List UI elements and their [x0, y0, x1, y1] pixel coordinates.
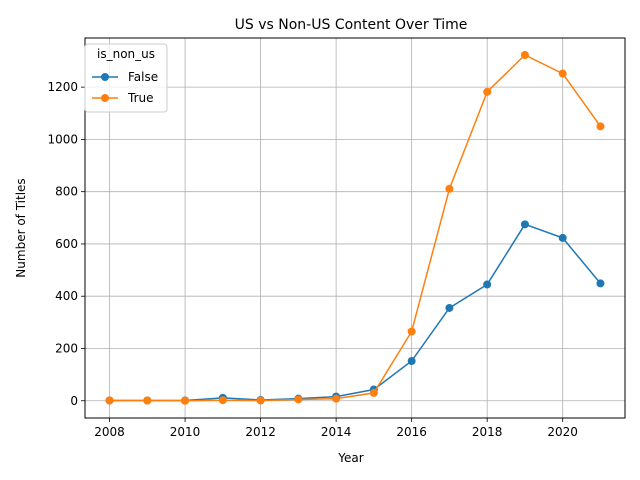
y-axis-label: Number of Titles	[14, 178, 28, 277]
y-tick-label: 400	[55, 289, 78, 303]
data-point-true	[332, 394, 341, 403]
legend: is_non_us False True	[84, 43, 168, 113]
y-tick-label: 800	[55, 185, 78, 199]
x-tick-label: 2012	[245, 425, 276, 439]
legend-marker-false	[101, 73, 109, 81]
data-point-true	[294, 395, 303, 404]
x-tick-label: 2010	[170, 425, 201, 439]
data-point-true	[445, 184, 454, 193]
data-point-false	[483, 280, 492, 289]
data-point-true	[143, 396, 152, 405]
y-tick-label: 600	[55, 237, 78, 251]
data-point-false	[520, 220, 529, 229]
data-point-true	[483, 87, 492, 96]
legend-label-false: False	[128, 70, 158, 84]
data-point-true	[181, 396, 190, 405]
data-point-true	[218, 396, 227, 405]
grid	[85, 38, 625, 418]
x-axis-label: Year	[337, 451, 363, 465]
x-tick-label: 2020	[547, 425, 578, 439]
data-point-true	[596, 122, 605, 131]
data-point-false	[558, 233, 567, 242]
x-tick-label: 2014	[321, 425, 352, 439]
data-point-false	[407, 357, 416, 366]
y-axis: 0 200 400 600 800 1000 1200	[47, 80, 85, 408]
data-point-true	[105, 396, 114, 405]
legend-marker-true	[101, 94, 109, 102]
x-axis: 2008 2010 2012 2014 2016 2018 2020	[94, 418, 578, 439]
data-point-false	[445, 303, 454, 312]
data-point-true	[369, 388, 378, 397]
y-tick-label: 200	[55, 341, 78, 355]
x-tick-label: 2016	[396, 425, 427, 439]
chart-title: US vs Non-US Content Over Time	[235, 17, 468, 33]
y-tick-label: 1200	[47, 80, 78, 94]
legend-title: is_non_us	[97, 47, 155, 61]
x-tick-label: 2018	[472, 425, 503, 439]
legend-label-true: True	[127, 91, 154, 105]
data-point-true	[407, 327, 416, 336]
series-line-true	[109, 54, 602, 402]
series-line-false	[109, 223, 602, 402]
y-tick-label: 1000	[47, 132, 78, 146]
data-point-true	[520, 50, 529, 59]
series-layer	[105, 50, 605, 405]
x-tick-label: 2008	[94, 425, 125, 439]
data-point-true	[558, 69, 567, 78]
y-tick-label: 0	[70, 394, 78, 408]
data-point-true	[256, 396, 265, 405]
data-point-false	[596, 279, 605, 288]
plot-frame	[84, 37, 626, 419]
